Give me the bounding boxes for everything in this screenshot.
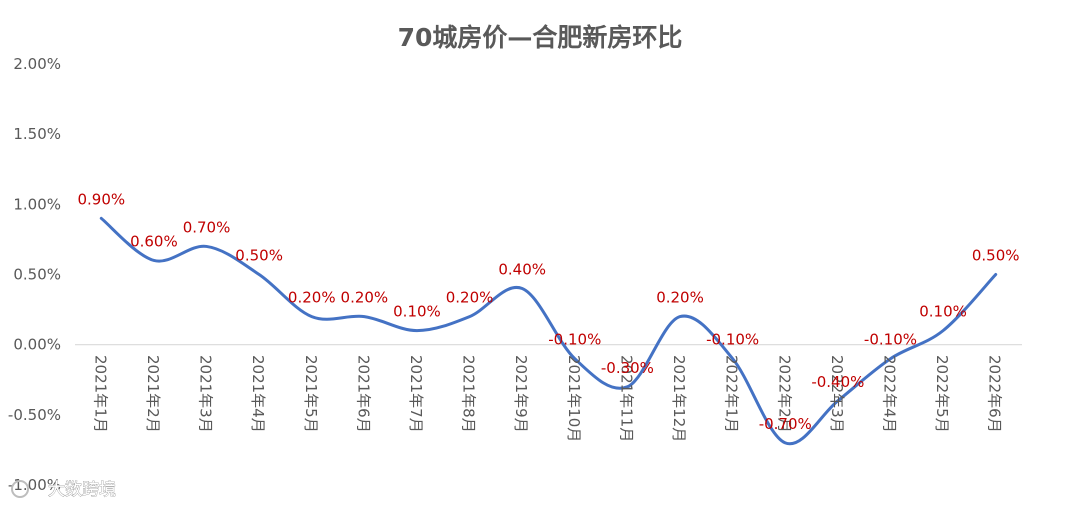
x-tick-label: 2022年6月 [986,355,1004,433]
y-tick-label: 0.50% [13,266,61,284]
data-label: -0.30% [601,359,654,377]
data-label: 0.70% [183,218,231,236]
data-labels: 0.90%0.60%0.70%0.50%0.20% 0.20%0.10%0.20%… [77,190,1019,433]
data-label: 0.10% [393,303,441,321]
y-axis-ticks: 2.00%1.50%1.00%0.50%0.00%-0.50%-1.00% [8,55,61,494]
x-tick-label: 2022年4月 [880,355,898,433]
data-label: -0.40% [811,373,864,391]
data-label: -0.70% [759,415,812,433]
x-tick-label: 2021年7月 [407,355,425,433]
x-tick-label: 2021年1月 [91,355,109,433]
x-tick-label: 2021年6月 [354,355,372,433]
data-label: 0.60% [130,232,178,250]
x-tick-label: 2021年2月 [144,355,162,433]
x-tick-label: 2022年1月 [723,355,741,433]
data-label: 0.20% [341,289,389,307]
watermark-logo-icon [11,480,29,498]
x-tick-label: 2021年12月 [670,355,688,442]
x-tick-label: 2022年2月 [775,355,793,433]
data-label: -0.10% [706,331,759,349]
x-tick-label: 2022年3月 [828,355,846,433]
data-label: 0.90% [77,190,125,208]
x-tick-label: 2021年8月 [460,355,478,433]
data-label: -0.10% [864,331,917,349]
data-label: 0.20% [288,289,336,307]
x-tick-label: 2021年11月 [617,355,635,442]
series-line [99,216,998,446]
y-tick-label: 0.00% [13,336,61,354]
watermark-text: 大数跨境 [48,480,116,500]
x-tick-label: 2021年4月 [249,355,267,433]
x-tick-label: 2021年5月 [302,355,320,433]
y-tick-label: 1.50% [13,125,61,143]
data-label: -0.10% [548,331,601,349]
chart-title: 70城房价—合肥新房环比 [398,23,683,52]
y-tick-label: 1.00% [13,195,61,213]
data-label: 0.40% [498,261,546,279]
x-axis-ticks: 2021年1月 2021年2月 2021年3月 2021年4月 2021年5月 2021年… [91,355,1003,442]
x-tick-label: 2022年5月 [933,355,951,433]
x-tick-label: 2021年9月 [512,355,530,433]
data-label: 0.20% [446,289,494,307]
y-tick-label: 2.00% [13,55,61,73]
data-label: 0.20% [656,289,704,307]
data-label: 0.10% [919,303,967,321]
watermark: 大数跨境 [11,480,116,500]
x-tick-label: 2021年10月 [565,355,583,442]
data-label: 0.50% [235,247,283,265]
y-tick-label: -0.50% [8,406,61,424]
x-tick-label: 2021年3月 [197,355,215,433]
data-label: 0.50% [972,247,1020,265]
